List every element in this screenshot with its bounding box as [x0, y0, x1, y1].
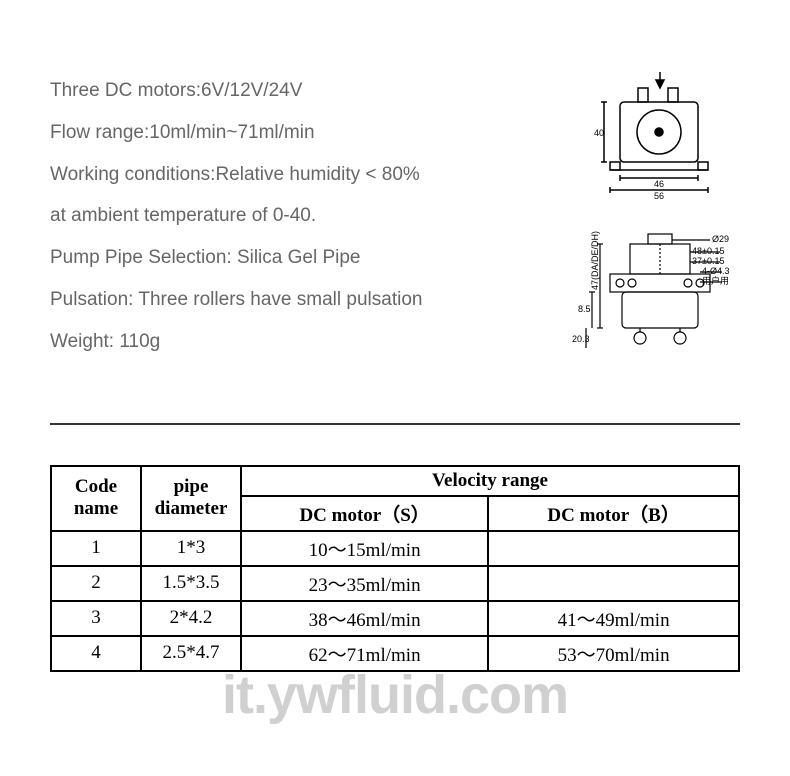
- top-section: Three DC motors:6V/12V/24V Flow range:10…: [0, 0, 790, 393]
- cell-b: [488, 566, 739, 601]
- cell-code: 4: [51, 636, 141, 671]
- cell-code: 1: [51, 531, 141, 566]
- dim-label: 37±0.15: [692, 256, 724, 266]
- cell-b: 53～70ml/min: [488, 636, 739, 671]
- header-pipe: pipe diameter: [141, 466, 241, 531]
- cell-s: 23～35ml/min: [241, 566, 488, 601]
- cell-pipe: 2.5*4.7: [141, 636, 241, 671]
- dim-label: 56: [654, 191, 664, 200]
- cell-code: 2: [51, 566, 141, 601]
- header-velocity: Velocity range: [241, 466, 739, 496]
- dim-label: 46: [654, 179, 664, 189]
- dim-label: 8.5: [578, 304, 591, 314]
- spec-list: Three DC motors:6V/12V/24V Flow range:10…: [50, 70, 560, 363]
- diagram-side-view: Ø29 48±0.15 37±0.15 4-Ø4.3 用户用 47(DA/DE/…: [560, 230, 740, 360]
- header-motor-s: DC motor（S）: [241, 496, 488, 531]
- spec-line: at ambient temperature of 0-40.: [50, 195, 560, 237]
- spec-line: Weight: 110g: [50, 321, 560, 363]
- spec-line: Three DC motors:6V/12V/24V: [50, 70, 560, 112]
- dim-label: 40: [594, 128, 604, 138]
- table-header-row: Code name pipe diameter Velocity range: [51, 466, 739, 496]
- cell-b: [488, 531, 739, 566]
- header-code: Code name: [51, 466, 141, 531]
- table-row: 2 1.5*3.5 23～35ml/min: [51, 566, 739, 601]
- dim-label: 用户用: [702, 275, 729, 286]
- spec-line: Pulsation: Three rollers have small puls…: [50, 279, 560, 321]
- spec-line: Pump Pipe Selection: Silica Gel Pipe: [50, 237, 560, 279]
- watermark: it.ywfluid.com: [222, 664, 568, 726]
- dim-label: Ø29: [712, 234, 729, 244]
- diagram-column: 40 46 56: [560, 70, 760, 363]
- velocity-table: Code name pipe diameter Velocity range D…: [50, 465, 740, 672]
- velocity-table-wrap: Code name pipe diameter Velocity range D…: [0, 465, 790, 672]
- spec-line: Working conditions:Relative humidity < 8…: [50, 154, 560, 196]
- dim-label: 47(DA/DE/DH): [590, 231, 600, 290]
- cell-pipe: 2*4.2: [141, 601, 241, 636]
- diagram-top-view: 40 46 56: [560, 70, 740, 200]
- dim-label: 20.3: [572, 334, 590, 344]
- cell-s: 62～71ml/min: [241, 636, 488, 671]
- dim-label: 4-Ø4.3: [702, 266, 730, 276]
- table-row: 1 1*3 10～15ml/min: [51, 531, 739, 566]
- cell-pipe: 1*3: [141, 531, 241, 566]
- divider: [50, 423, 740, 425]
- cell-b: 41～49ml/min: [488, 601, 739, 636]
- dim-label: 48±0.15: [692, 246, 724, 256]
- cell-s: 38～46ml/min: [241, 601, 488, 636]
- header-motor-b: DC motor（B）: [488, 496, 739, 531]
- cell-s: 10～15ml/min: [241, 531, 488, 566]
- cell-code: 3: [51, 601, 141, 636]
- spec-line: Flow range:10ml/min~71ml/min: [50, 112, 560, 154]
- table-row: 3 2*4.2 38～46ml/min 41～49ml/min: [51, 601, 739, 636]
- table-row: 4 2.5*4.7 62～71ml/min 53～70ml/min: [51, 636, 739, 671]
- cell-pipe: 1.5*3.5: [141, 566, 241, 601]
